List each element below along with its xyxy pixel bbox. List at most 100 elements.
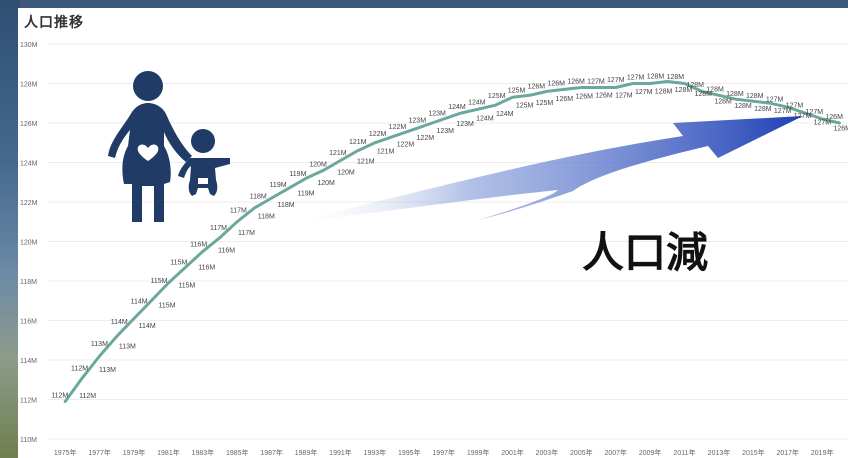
data-label: 126M [556,96,574,103]
x-axis-ticks: 1975年 1977年 1979年 1981年 1983年 1985年 1987年 1989年… [54,448,834,457]
x-tick-label: 2011年 [674,448,696,457]
data-label: 122M [417,135,435,142]
data-label: 128M [754,106,772,113]
data-label: 122M [389,124,407,131]
data-label: 123M [409,117,427,124]
y-tick-label: 126M [20,121,38,128]
data-label: 127M [627,75,645,82]
data-label: 124M [448,104,466,111]
data-label: 128M [695,91,713,98]
data-label: 114M [131,299,148,306]
x-tick-label: 1999年 [467,448,490,457]
data-label: 127M [766,96,784,103]
mother-child-icon [108,71,230,222]
data-label: 128M [714,98,732,105]
data-label: 126M [825,114,843,121]
gridlines [48,43,848,440]
data-label: 125M [536,100,554,107]
y-tick-label: 118M [20,279,37,286]
x-tick-label: 2009年 [639,448,662,457]
x-tick-label: 1997年 [432,448,455,457]
x-tick-label: 2005年 [570,448,593,457]
x-tick-label: 1993年 [364,448,387,457]
y-tick-label: 120M [20,240,38,247]
data-label: 118M [278,202,295,209]
y-axis-ticks: 110M 112M 114M 116M 118M 120M 122M 124M 126M 128M… [20,42,38,444]
data-label: 114M [139,323,156,330]
x-tick-label: 2003年 [536,448,559,457]
data-label: 127M [607,77,625,84]
data-label: 119M [270,182,287,189]
data-label: 120M [309,161,327,168]
data-label: 126M [575,94,593,101]
data-label: 128M [686,82,704,89]
population-line-chart: 110M 112M 114M 116M 118M 120M 122M 124M 126M 128M… [20,42,848,457]
population-series-line [63,80,841,403]
data-label: 128M [734,103,752,110]
data-label: 115M [150,278,167,285]
data-label: 127M [615,92,633,99]
data-label: 123M [436,128,454,135]
chart-title: 人口推移 [24,14,84,30]
data-label: 127M [806,109,824,116]
data-label: 115M [159,302,176,309]
data-label: 126M [567,78,585,85]
data-label: 117M [238,230,255,237]
data-label: 128M [726,91,744,98]
data-label: 122M [397,142,415,149]
y-tick-label: 116M [20,319,37,326]
data-label: 127M [786,102,804,109]
data-label: 124M [476,116,494,123]
y-tick-label: 122M [20,200,38,207]
data-label: 128M [655,88,673,95]
data-label: 128M [647,73,665,80]
decline-arrow-graphic [288,116,803,223]
data-label: 119M [297,191,314,198]
data-label: 113M [119,344,136,351]
data-label: 128M [675,87,693,94]
x-tick-label: 2015年 [742,448,765,457]
data-labels: 112M 112M 112M 113M 113M 113M 114M 114M 114M 115M… [51,73,848,400]
x-tick-label: 1979年 [123,448,146,457]
x-tick-label: 2017年 [776,448,799,457]
data-label: 113M [99,367,116,374]
x-tick-label: 1995年 [398,448,421,457]
y-tick-label: 130M [20,42,38,49]
y-tick-label: 114M [20,358,37,365]
x-tick-label: 1977年 [88,448,111,457]
data-label: 119M [289,171,306,178]
data-label: 118M [250,194,267,201]
data-label: 124M [468,99,486,106]
x-tick-label: 1975年 [54,448,77,457]
data-label: 123M [428,111,446,118]
data-label: 128M [667,74,685,81]
data-label: 128M [706,87,724,94]
y-tick-label: 128M [20,82,38,89]
data-label: 123M [456,121,474,128]
data-label: 126M [595,92,613,99]
data-label: 126M [833,126,848,133]
y-tick-label: 124M [20,161,38,168]
data-label: 115M [178,283,195,290]
data-label: 116M [190,241,207,248]
y-tick-label: 110M [20,437,37,444]
data-label: 127M [794,113,812,120]
data-label: 112M [71,365,88,372]
data-label: 121M [349,139,367,146]
data-label: 115M [170,259,187,266]
data-label: 126M [528,84,546,91]
data-label: 113M [91,341,108,348]
x-tick-label: 1983年 [192,448,215,457]
data-label: 121M [377,149,395,156]
data-label: 116M [198,264,215,271]
data-label: 120M [337,170,355,177]
x-tick-label: 2001年 [501,448,524,457]
data-label: 125M [516,103,534,110]
x-tick-label: 1987年 [260,448,283,457]
data-label: 121M [357,158,375,165]
x-tick-label: 2007年 [604,448,627,457]
x-tick-label: 2013年 [708,448,731,457]
population-decline-annotation: 人口減 [582,229,708,276]
data-label: 128M [746,93,764,100]
chart-panel: 人口推移 110M 112M 114M 116M 118M 120M 122M 124M 126… [18,8,848,458]
